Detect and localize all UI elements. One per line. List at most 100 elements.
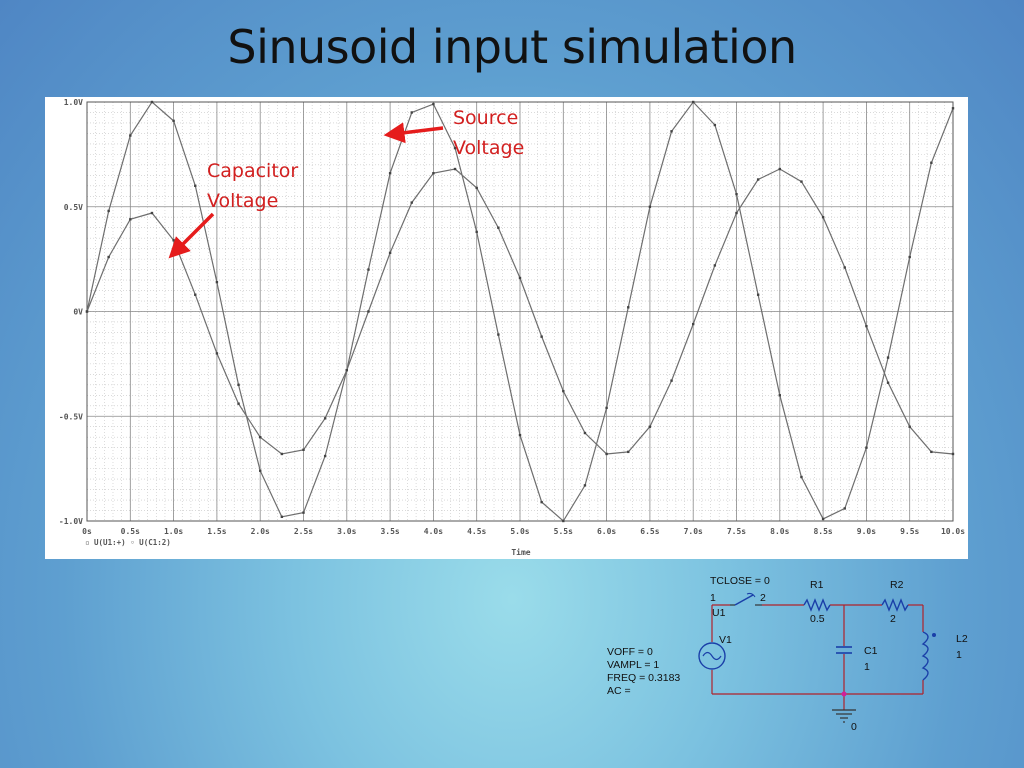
x-tick-label: 8.5s: [813, 527, 832, 536]
inductor-dot: [932, 633, 936, 637]
data-point: [410, 111, 413, 114]
inductor-l2-value: 1: [956, 649, 962, 661]
x-tick-label: 6.5s: [640, 527, 659, 536]
y-tick-label: 0.5V: [64, 203, 83, 212]
data-point: [453, 146, 457, 150]
data-point: [865, 324, 868, 328]
data-point: [237, 383, 240, 387]
data-point: [800, 180, 803, 183]
y-tick-labels: 1.0V 0.5V 0V -0.5V -1.0V: [59, 98, 83, 526]
switch-param: TCLOSE = 0: [710, 575, 770, 587]
data-point: [475, 186, 478, 190]
voltage-source-v1-symbol: [698, 642, 726, 670]
data-point: [215, 280, 219, 284]
data-point: [280, 452, 284, 456]
ground-junction: [841, 691, 847, 697]
ground-label: 0: [851, 721, 857, 733]
source-param-voff: VOFF = 0: [607, 646, 653, 658]
data-point: [951, 107, 955, 110]
x-axis-label: Time: [511, 547, 530, 557]
capacitor-c1-value: 1: [864, 661, 870, 673]
x-tick-label: 2.5s: [294, 527, 313, 536]
x-tick-label: 3.5s: [380, 527, 399, 536]
source-v1-name: V1: [719, 634, 732, 646]
data-point: [410, 201, 413, 204]
data-point: [432, 172, 435, 175]
data-point: [172, 119, 175, 123]
resistor-r1-symbol: [803, 598, 831, 612]
chart-legend: ▫ U(U1:+) ◦ U(C1:2): [85, 538, 171, 547]
x-tick-label: 1.0s: [164, 527, 183, 536]
circuit-schematic: TCLOSE = 0 1 2 U1 R1 0.5 R2 2 C1 1 L2 1 …: [607, 575, 968, 733]
data-point: [323, 454, 327, 458]
source-param-vampl: VAMPL = 1: [607, 659, 659, 671]
data-point: [670, 379, 673, 382]
data-point: [843, 507, 846, 510]
data-point: [648, 425, 652, 428]
inductor-l2-symbol: [921, 631, 929, 681]
data-point: [150, 100, 154, 104]
source-voltage-label: Source Voltage: [453, 107, 525, 159]
data-point: [778, 394, 781, 397]
data-point: [692, 100, 695, 104]
simulation-chart: 1.0V 0.5V 0V -0.5V -1.0V 0s 0.5s 1.0s 1.5s 2.0s 2…: [59, 98, 965, 557]
series-layer: [85, 100, 955, 523]
x-tick-labels: 0s 0.5s 1.0s 1.5s 2.0s 2.5s 3.0s 3.5s 4.0s 4.5s 5.…: [82, 527, 965, 536]
data-point: [280, 515, 284, 519]
data-point: [237, 402, 240, 405]
data-point: [107, 255, 110, 259]
data-point: [930, 450, 933, 454]
data-point: [800, 475, 803, 479]
capacitor-c1-name: C1: [864, 645, 878, 657]
data-point: [648, 205, 652, 208]
y-tick-label: -0.5V: [59, 412, 83, 421]
data-point: [865, 446, 868, 449]
data-point: [908, 425, 911, 428]
x-tick-label: 4.0s: [424, 527, 443, 536]
y-tick-label: 0V: [73, 308, 83, 317]
data-point: [367, 310, 370, 313]
data-point: [150, 211, 154, 215]
x-tick-label: 6.0s: [597, 527, 616, 536]
data-point: [692, 322, 695, 326]
switch-name: U1: [712, 607, 726, 619]
resistor-r1-name: R1: [810, 579, 824, 591]
data-point: [583, 484, 587, 487]
source-param-ac: AC =: [607, 685, 631, 697]
resistor-r2-symbol: [881, 598, 909, 612]
data-point: [388, 251, 392, 255]
data-point: [345, 368, 348, 372]
data-point: [302, 448, 305, 451]
data-point: [367, 268, 370, 271]
data-point: [605, 452, 608, 456]
slide-title: Sinusoid input simulation: [227, 20, 797, 74]
x-tick-label: 7.0s: [684, 527, 703, 536]
data-point: [756, 178, 760, 181]
schematic-wires: [711, 604, 924, 710]
data-point: [259, 469, 262, 472]
resistor-r2-name: R2: [890, 579, 904, 591]
data-point: [605, 406, 608, 410]
data-point: [908, 255, 911, 259]
data-point: [778, 167, 781, 171]
switch-u1: [730, 592, 762, 606]
data-point: [497, 226, 500, 229]
data-point: [453, 167, 457, 171]
x-tick-label: 2.0s: [251, 527, 270, 536]
resistor-r1-value: 0.5: [810, 613, 825, 625]
x-tick-label: 0s: [82, 527, 92, 536]
data-point: [713, 264, 717, 267]
data-point: [843, 266, 846, 269]
data-point: [627, 306, 630, 309]
data-point: [540, 500, 543, 504]
x-tick-label: 7.5s: [727, 527, 746, 536]
x-tick-label: 8.0s: [770, 527, 789, 536]
x-tick-label: 9.5s: [900, 527, 919, 536]
plot-panel: 1.0V 0.5V 0V -0.5V -1.0V 0s 0.5s 1.0s 1.5s 2.0s 2…: [45, 97, 968, 559]
data-point: [930, 161, 933, 164]
y-tick-label: 1.0V: [64, 98, 83, 107]
data-point: [194, 184, 197, 187]
data-point: [129, 134, 132, 137]
data-point: [194, 293, 197, 296]
data-point: [129, 218, 132, 221]
